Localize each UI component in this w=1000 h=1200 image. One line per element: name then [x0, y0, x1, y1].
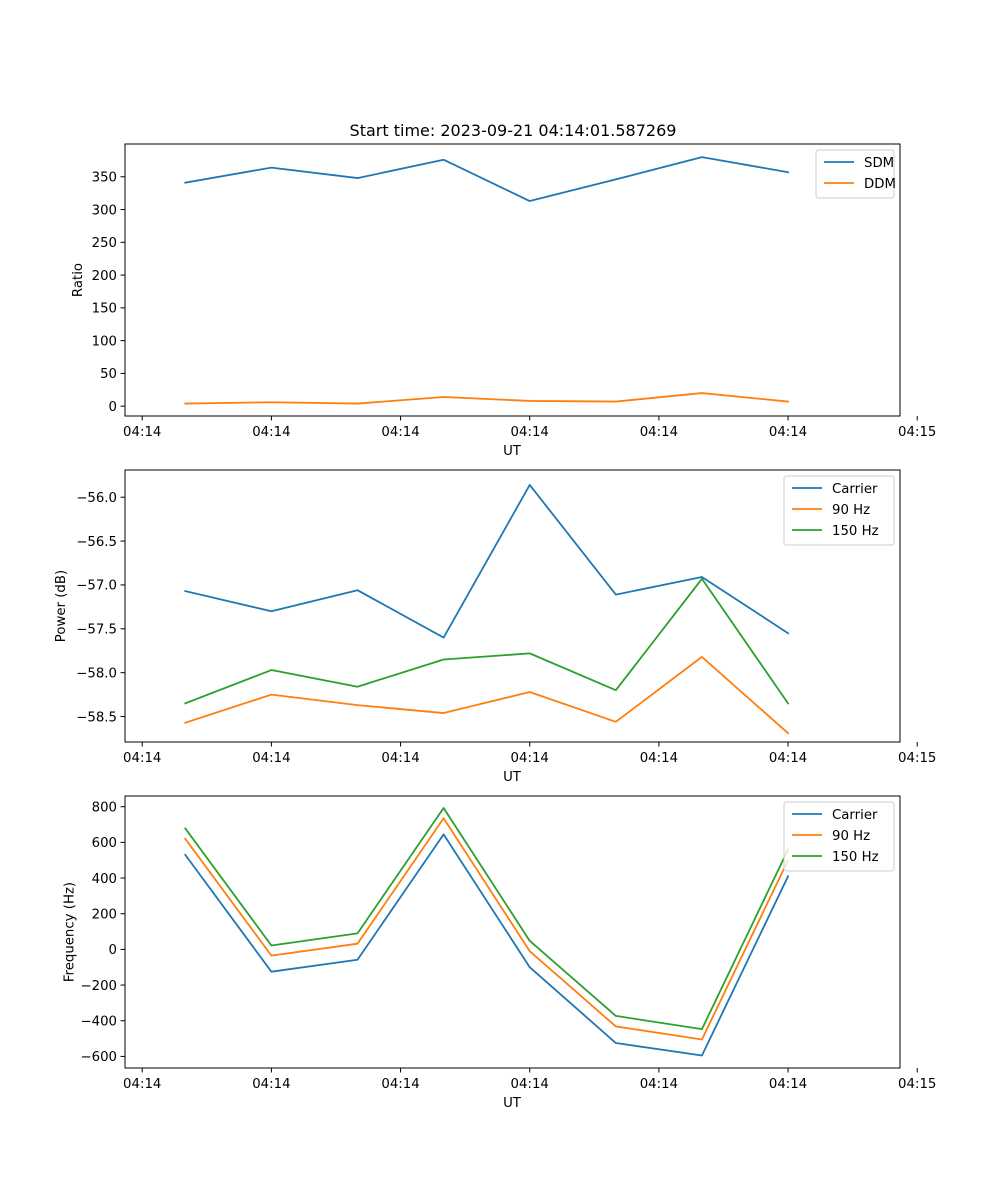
y-axis-label: Frequency (Hz) — [62, 882, 77, 982]
x-tick-label: 04:15 — [898, 1077, 936, 1092]
y-tick-label: 250 — [92, 236, 117, 251]
y-tick-label: −600 — [80, 1050, 117, 1065]
subplot-2: 04:14 04:14 04:14 04:14 04:14 04:14 04:15 −58.5… — [54, 469, 936, 785]
y-tick-label: 0 — [109, 943, 117, 958]
series-line-carrier — [184, 833, 790, 1057]
x-tick-label: 04:14 — [381, 1077, 419, 1092]
x-tick-label: 04:15 — [898, 425, 936, 440]
plot-frame — [124, 143, 901, 417]
y-tick-label: −58.0 — [76, 666, 117, 681]
x-tick-label: 04:14 — [769, 751, 807, 766]
legend: SDM DDM — [815, 149, 896, 199]
legend-label: SDM — [864, 156, 894, 171]
legend-label: 90 Hz — [832, 503, 870, 518]
y-tick-label: 100 — [92, 334, 117, 349]
y-tick-label: 800 — [92, 801, 117, 816]
legend-box — [783, 801, 895, 872]
y-tick-label: 200 — [92, 908, 117, 923]
y-tick-label: 400 — [92, 872, 117, 887]
series-line-sdm — [184, 156, 790, 202]
y-tick-label: 200 — [92, 269, 117, 284]
x-tick-label: 04:14 — [511, 425, 549, 440]
y-tick-label: −400 — [80, 1015, 117, 1030]
series-line-150-hz — [184, 577, 790, 705]
y-tick-label: −58.5 — [76, 710, 117, 725]
x-axis-label: UT — [503, 770, 522, 785]
x-tick-label: 04:14 — [381, 751, 419, 766]
x-tick-label: 04:15 — [898, 751, 936, 766]
y-tick-label: 50 — [100, 367, 117, 382]
y-axis-label: Power (dB) — [54, 570, 69, 642]
y-tick-label: −57.0 — [76, 579, 117, 594]
y-tick-label: −56.0 — [76, 491, 117, 506]
y-tick-label: 600 — [92, 836, 117, 851]
y-tick-label: 300 — [92, 203, 117, 218]
x-tick-label: 04:14 — [252, 1077, 290, 1092]
legend: Carrier 90 Hz 150 Hz — [783, 801, 895, 872]
y-tick-label: −200 — [80, 979, 117, 994]
y-tick-label: 150 — [92, 302, 117, 317]
x-axis-label: UT — [503, 1096, 522, 1111]
series-line-carrier — [184, 484, 790, 639]
x-axis-label: UT — [503, 444, 522, 459]
series-line-ddm — [184, 392, 790, 405]
y-axis-label: Ratio — [71, 263, 86, 297]
plot-frame — [124, 795, 901, 1069]
subplots: 04:14 04:14 04:14 04:14 04:14 04:14 04:15 0 50 10… — [54, 143, 936, 1111]
legend-label: Carrier — [832, 808, 878, 823]
x-tick-label: 04:14 — [123, 1077, 161, 1092]
series-line-90-hz — [184, 817, 790, 1041]
x-tick-label: 04:14 — [640, 425, 678, 440]
x-tick-label: 04:14 — [252, 425, 290, 440]
x-tick-label: 04:14 — [252, 751, 290, 766]
subplot-3: 04:14 04:14 04:14 04:14 04:14 04:14 04:15 −600 −… — [62, 795, 936, 1111]
legend-label: Carrier — [832, 482, 878, 497]
x-tick-label: 04:14 — [511, 1077, 549, 1092]
y-tick-label: 350 — [92, 171, 117, 186]
series-line-150-hz — [184, 807, 790, 1031]
x-tick-label: 04:14 — [769, 425, 807, 440]
legend-label: 150 Hz — [832, 524, 879, 539]
x-tick-label: 04:14 — [640, 751, 678, 766]
x-tick-label: 04:14 — [640, 1077, 678, 1092]
figure-title: Start time: 2023-09-21 04:14:01.587269 — [350, 121, 677, 140]
x-tick-label: 04:14 — [511, 751, 549, 766]
x-tick-label: 04:14 — [123, 425, 161, 440]
x-tick-label: 04:14 — [381, 425, 419, 440]
y-tick-label: −56.5 — [76, 535, 117, 550]
legend-box — [783, 475, 895, 546]
series-line-90-hz — [184, 655, 790, 735]
x-tick-label: 04:14 — [769, 1077, 807, 1092]
legend: Carrier 90 Hz 150 Hz — [783, 475, 895, 546]
x-tick-label: 04:14 — [123, 751, 161, 766]
subplot-1: 04:14 04:14 04:14 04:14 04:14 04:14 04:15 0 50 10… — [71, 143, 936, 459]
legend-label: DDM — [864, 177, 896, 192]
plot-frame — [124, 469, 901, 743]
legend-label: 150 Hz — [832, 850, 879, 865]
y-tick-label: −57.5 — [76, 623, 117, 638]
legend-label: 90 Hz — [832, 829, 870, 844]
y-tick-label: 0 — [109, 400, 117, 415]
